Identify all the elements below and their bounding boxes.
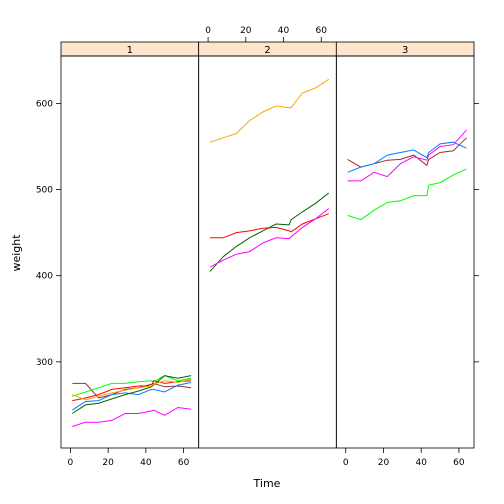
x-tick-label-1-0: 0 <box>68 458 74 468</box>
y-tick-label-0: 300 <box>36 358 53 368</box>
series-line-1-2 <box>72 375 192 397</box>
y-tick-label-1: 400 <box>36 272 53 282</box>
series-line-3-0 <box>347 137 467 168</box>
strip-label-1: 1 <box>127 45 133 56</box>
x-tick-label-3-2: 40 <box>415 458 427 468</box>
series-line-3-2 <box>347 129 467 182</box>
panels-layer: 1 2 3 <box>60 41 475 449</box>
y-tick-label-3: 600 <box>36 99 53 109</box>
series-line-2-3 <box>209 208 330 268</box>
series-line-1-5 <box>72 378 192 401</box>
x-tick-label-3-0: 0 <box>343 458 349 468</box>
panel-frame-2 <box>198 55 337 449</box>
panel-2: 2 <box>198 41 337 449</box>
x-tick-label-2-3: 60 <box>316 26 328 36</box>
series-line-2-2 <box>210 213 329 239</box>
strip-label-2: 2 <box>264 45 270 56</box>
x-tick-label-1-1: 20 <box>102 458 114 468</box>
y-axis-label: weight <box>10 234 23 272</box>
x-tick-label-1-2: 40 <box>140 458 152 468</box>
x-tick-label-3-1: 20 <box>378 458 390 468</box>
strip-label-3: 3 <box>402 45 408 56</box>
panel-frame-3 <box>335 55 475 449</box>
panel-3: 3 <box>335 41 475 449</box>
x-tick-label-2-0: 0 <box>205 26 211 36</box>
x-tick-label-2-1: 20 <box>240 26 252 36</box>
series-line-2-1 <box>209 192 330 272</box>
series-line-1-6 <box>72 406 192 427</box>
y-tick-label-2: 500 <box>36 186 53 196</box>
series-line-1-3 <box>72 380 192 402</box>
series-line-3-1 <box>347 141 467 173</box>
series-line-1-1 <box>72 382 192 411</box>
x-tick-label-3-3: 60 <box>453 458 465 468</box>
series-line-1-4 <box>72 375 192 414</box>
x-tick-label-2-2: 40 <box>278 26 290 36</box>
x-tick-label-1-3: 60 <box>178 458 190 468</box>
series-line-3-3 <box>347 168 467 221</box>
x-axis-label: Time <box>253 477 281 490</box>
series-line-2-0 <box>209 78 330 143</box>
panel-1: 1 <box>60 41 200 449</box>
